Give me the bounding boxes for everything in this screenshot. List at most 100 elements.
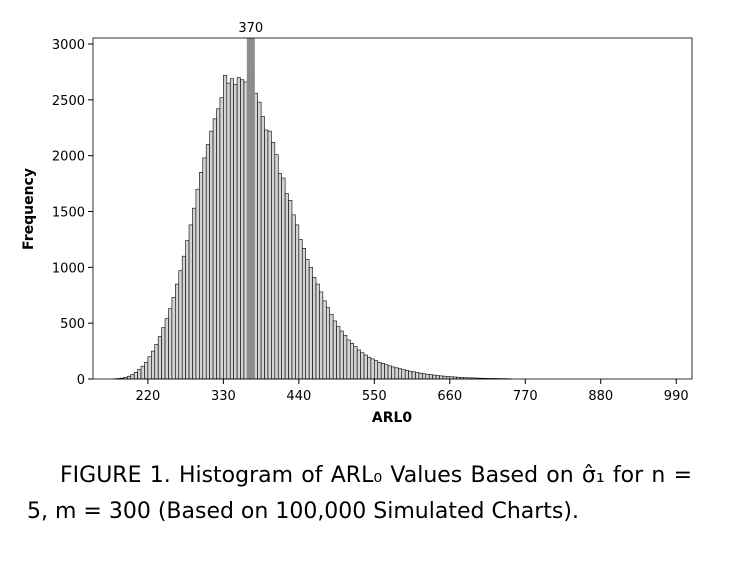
x-tick-label: 990 — [664, 389, 689, 404]
bar — [301, 248, 307, 380]
bar — [130, 374, 135, 380]
bar — [432, 374, 437, 380]
bar — [229, 78, 234, 380]
bar — [178, 270, 183, 380]
bar — [363, 354, 368, 380]
bar — [442, 375, 447, 380]
x-tick-label: 550 — [362, 389, 387, 404]
bar — [298, 239, 303, 380]
y-axis-label: Frequency — [21, 168, 37, 250]
bar — [329, 313, 334, 380]
bar — [202, 157, 207, 380]
y-tick-label: 1500 — [52, 206, 85, 221]
bar — [401, 369, 406, 380]
bar — [425, 373, 430, 380]
bar — [291, 214, 296, 380]
reference-band — [246, 38, 255, 379]
bar — [374, 360, 379, 380]
bar — [274, 154, 279, 380]
bar — [192, 207, 197, 380]
bar — [164, 318, 169, 380]
bar — [181, 255, 186, 380]
bar — [175, 283, 180, 380]
bar — [144, 361, 149, 380]
y-tick-label: 2000 — [52, 150, 85, 165]
bar — [360, 352, 365, 380]
chart: ARL0 Frequency 0 500 1000 1500 2000 2500 3000 2… — [21, 21, 693, 426]
bar — [264, 129, 269, 380]
bar — [161, 327, 166, 380]
bar — [428, 374, 433, 380]
bar — [284, 193, 289, 380]
bar — [422, 373, 427, 380]
reference-label: 370 — [238, 21, 263, 36]
x-tick-label: 330 — [211, 389, 236, 404]
bar — [233, 83, 238, 380]
bar — [408, 370, 413, 380]
bar — [277, 173, 282, 380]
bar — [205, 144, 210, 380]
bar — [133, 372, 138, 380]
bar — [308, 267, 313, 380]
bar — [151, 350, 156, 380]
bar — [168, 308, 173, 380]
bar — [343, 335, 348, 380]
x-tick-label: 440 — [286, 389, 311, 404]
bar — [281, 177, 286, 380]
bar — [257, 101, 262, 380]
bar — [319, 291, 324, 380]
bar — [398, 368, 403, 380]
bar — [216, 108, 221, 380]
bar — [439, 375, 444, 380]
bar — [195, 188, 200, 380]
bar — [332, 320, 337, 380]
bar — [260, 116, 265, 380]
bar — [171, 297, 176, 380]
x-tick-label: 770 — [513, 389, 538, 404]
y-tick-label: 3000 — [52, 38, 85, 53]
bar — [137, 369, 142, 380]
bar — [305, 259, 310, 380]
x-tick-label: 660 — [437, 389, 462, 404]
bar — [380, 363, 385, 380]
bar — [315, 283, 320, 380]
bar — [370, 358, 375, 380]
x-tick-label: 880 — [588, 389, 613, 404]
figure-caption: FIGURE 1. Histogram of ARL₀ Values Based… — [27, 463, 692, 524]
bar — [199, 172, 204, 380]
bar — [418, 372, 423, 380]
bar — [322, 300, 327, 380]
bar — [157, 336, 162, 380]
bar — [271, 141, 276, 380]
bar — [435, 375, 440, 380]
bar — [356, 349, 361, 380]
bar — [240, 79, 245, 380]
bar — [312, 277, 317, 380]
y-tick-label: 2500 — [52, 94, 85, 109]
bar — [415, 372, 420, 380]
bar — [288, 200, 293, 380]
bar — [295, 224, 300, 380]
y-tick-label: 1000 — [52, 261, 85, 276]
bar — [212, 118, 217, 380]
bar — [387, 365, 392, 380]
y-tick-label: 0 — [77, 373, 85, 388]
bar — [350, 342, 355, 380]
bar — [391, 366, 396, 380]
bar — [154, 344, 159, 380]
bar — [223, 74, 228, 380]
bar — [188, 224, 193, 380]
bar — [353, 346, 358, 380]
bar — [367, 356, 372, 380]
plot-frame — [92, 37, 693, 380]
bar — [267, 130, 272, 380]
bar — [209, 130, 214, 380]
bar — [147, 356, 152, 380]
bar — [394, 367, 399, 380]
bar — [339, 330, 344, 380]
bar — [236, 77, 241, 380]
bar — [384, 364, 389, 380]
bar — [377, 361, 382, 380]
bar — [336, 326, 341, 380]
